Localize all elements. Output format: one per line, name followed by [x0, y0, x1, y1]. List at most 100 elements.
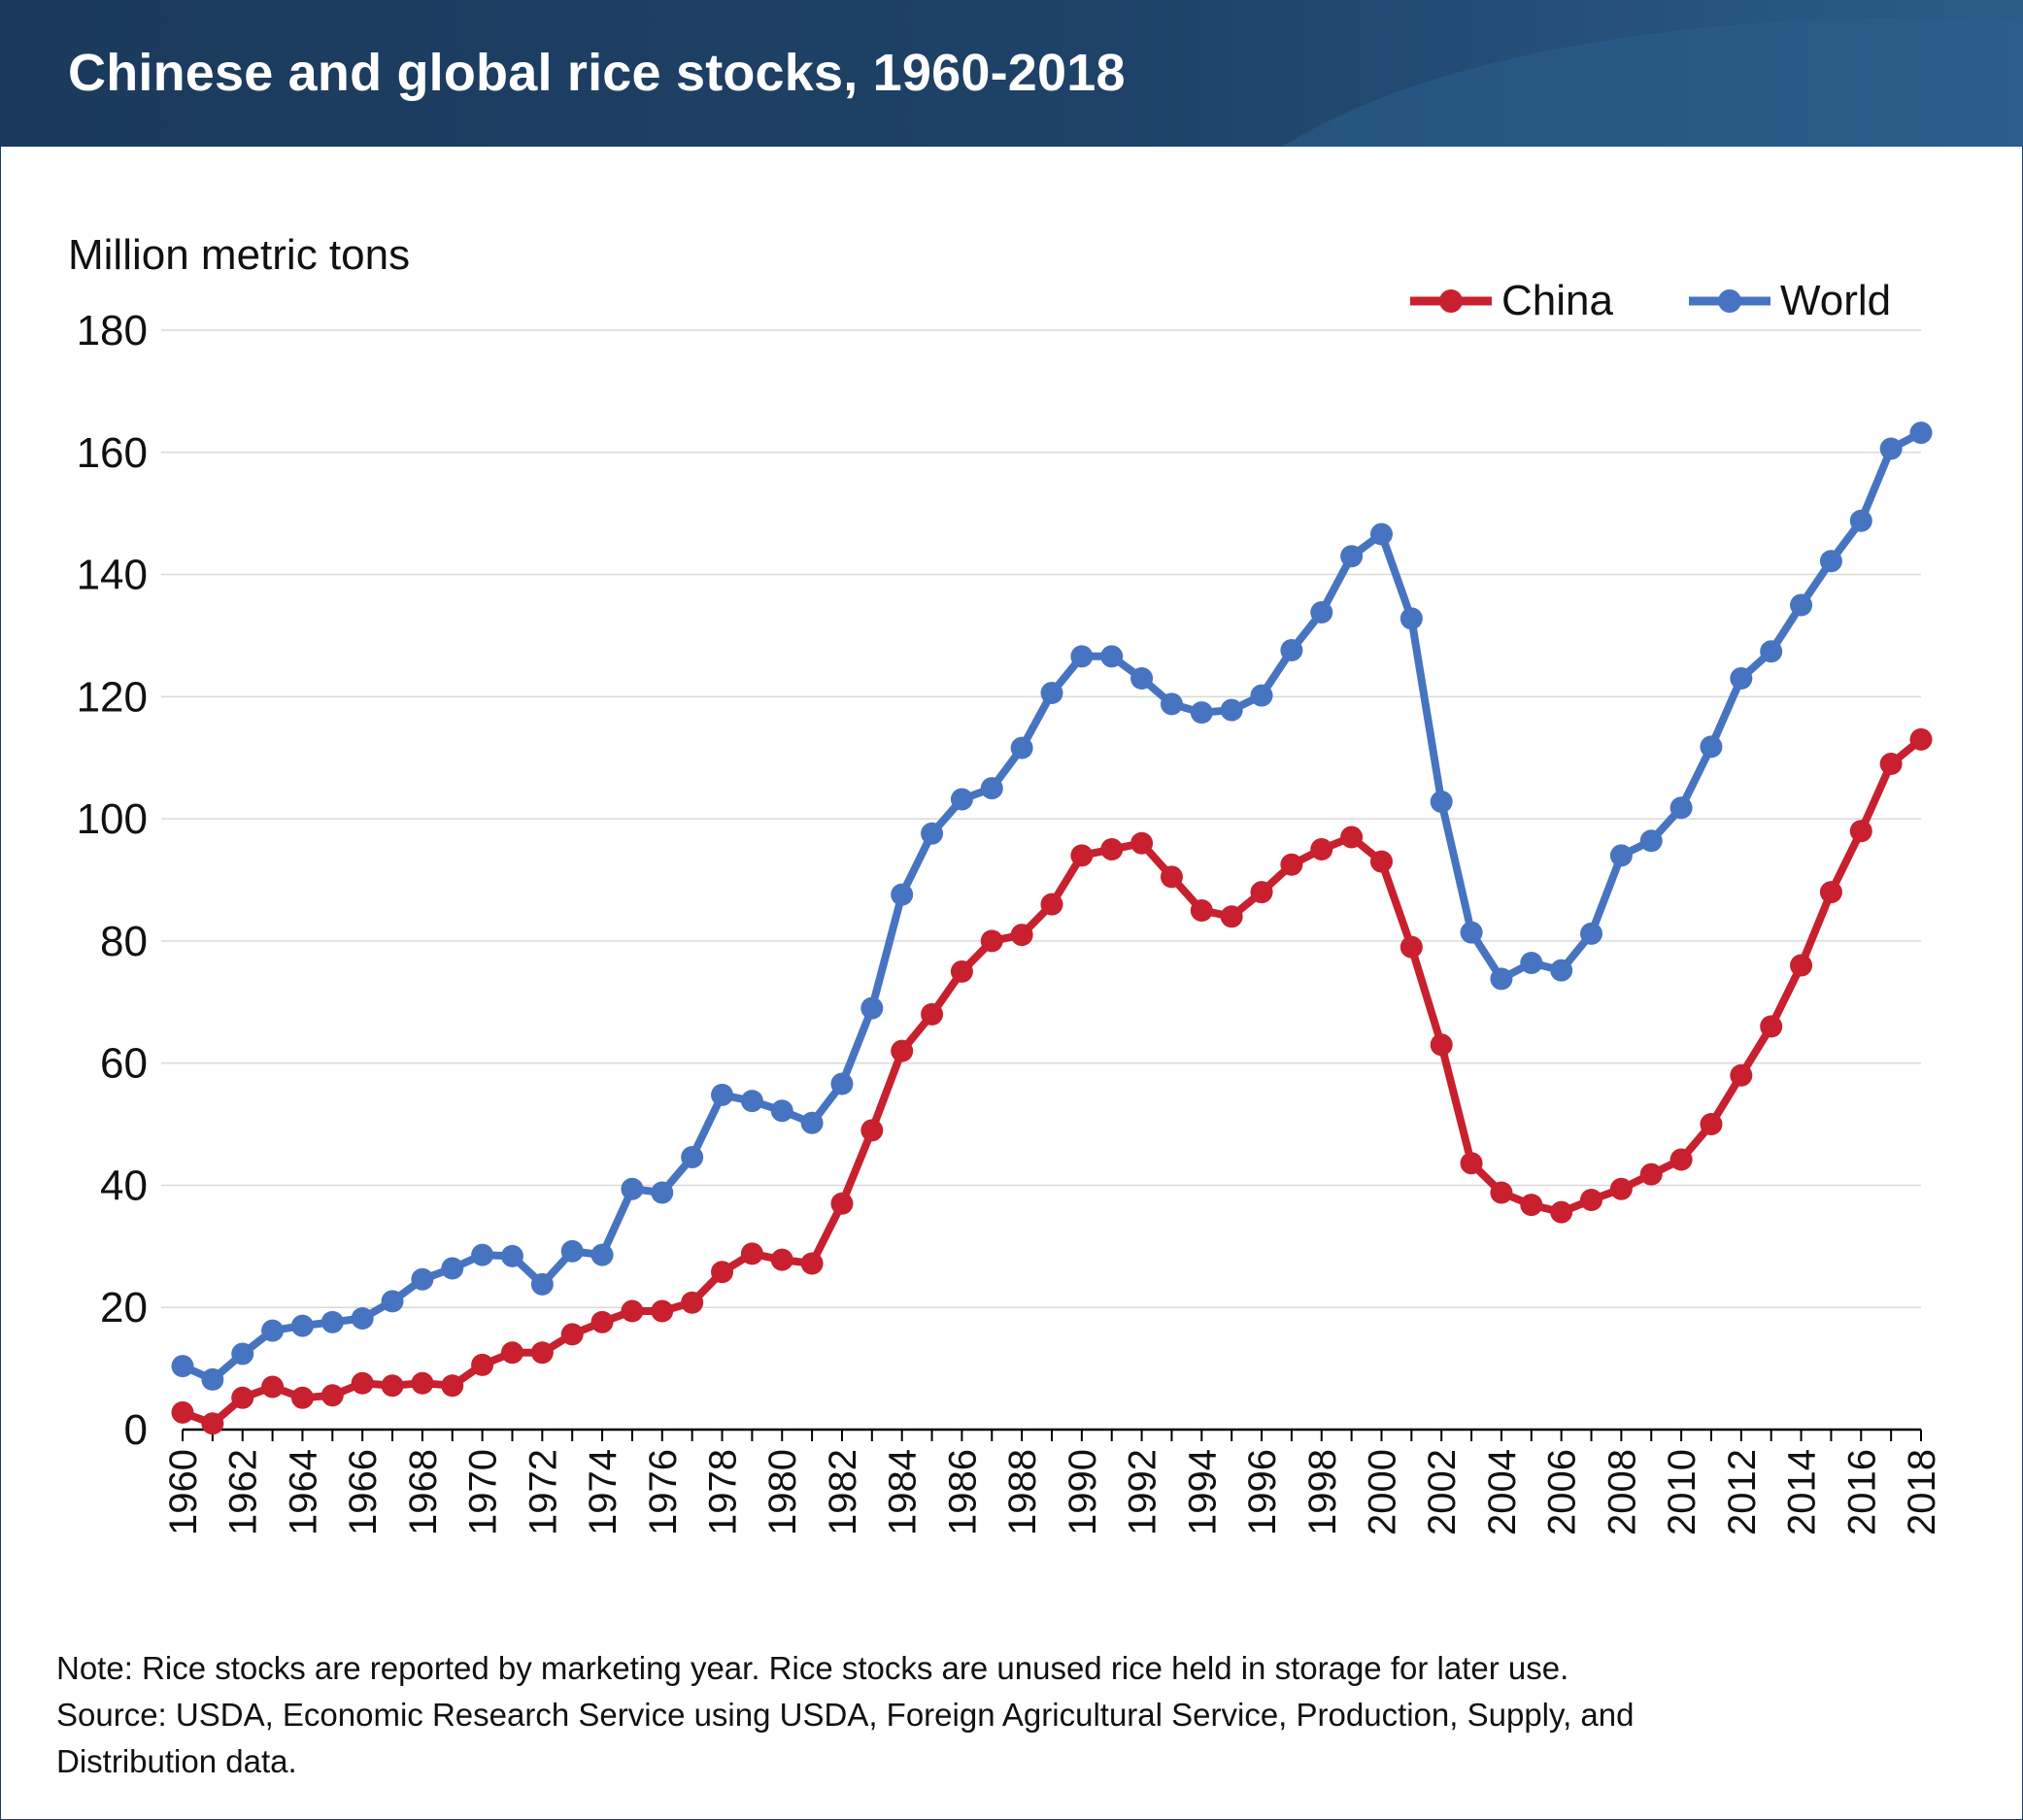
world-data-point	[500, 1244, 523, 1267]
china-data-point	[830, 1192, 854, 1215]
world-data-point	[1310, 601, 1333, 624]
chart-notes: Note: Rice stocks are reported by market…	[56, 1645, 1634, 1785]
x-tick-label: 1998	[1301, 1449, 1344, 1535]
x-tick-label: 2008	[1601, 1449, 1643, 1535]
china-data-point	[950, 960, 973, 983]
world-data-point	[1399, 607, 1423, 630]
china-data-point	[1010, 924, 1033, 947]
world-data-point	[1790, 593, 1813, 617]
y-tick-label: 100	[77, 795, 148, 843]
china-data-point	[1760, 1015, 1783, 1038]
world-data-point	[171, 1355, 194, 1378]
x-tick-label: 1962	[222, 1449, 265, 1535]
x-tick-label: 1978	[702, 1449, 745, 1535]
legend-label-china: China	[1501, 277, 1613, 324]
x-tick-label: 1980	[761, 1449, 804, 1535]
china-data-point	[711, 1261, 734, 1284]
y-tick-label: 20	[100, 1284, 148, 1331]
world-data-point	[711, 1083, 734, 1106]
world-data-point	[681, 1146, 704, 1169]
china-data-point	[320, 1384, 344, 1407]
y-tick-label: 80	[100, 918, 148, 965]
world-data-point	[441, 1257, 464, 1280]
china-data-point	[1040, 893, 1063, 916]
world-data-point	[1460, 921, 1483, 944]
china-data-point	[1639, 1163, 1663, 1186]
x-tick-label: 1990	[1062, 1449, 1104, 1535]
china-data-point	[231, 1386, 254, 1409]
china-data-point	[1130, 831, 1154, 855]
world-data-point	[351, 1307, 374, 1331]
china-data-point	[1520, 1194, 1543, 1217]
china-data-point	[921, 1002, 944, 1026]
x-tick-label: 1996	[1241, 1449, 1284, 1535]
china-data-point	[1070, 844, 1094, 867]
china-data-point	[1700, 1113, 1723, 1136]
china-data-point	[201, 1412, 224, 1435]
world-data-point	[770, 1099, 793, 1123]
china-data-point	[530, 1341, 554, 1365]
world-data-point	[1160, 692, 1183, 716]
x-tick-label: 2006	[1541, 1449, 1584, 1535]
x-tick-label: 1964	[282, 1449, 324, 1535]
x-tick-label: 1984	[882, 1449, 925, 1535]
world-data-point	[1760, 640, 1783, 663]
china-data-point	[1730, 1063, 1753, 1087]
world-data-point	[980, 777, 1003, 800]
china-data-point	[471, 1353, 494, 1376]
world-data-point	[1730, 666, 1753, 690]
world-data-point	[860, 996, 884, 1020]
world-data-point	[1250, 684, 1273, 707]
china-data-point	[560, 1323, 584, 1346]
world-data-point	[740, 1090, 763, 1113]
world-data-point	[411, 1267, 434, 1291]
china-data-point	[891, 1039, 914, 1062]
china-data-point	[1250, 881, 1273, 904]
china-data-point	[1669, 1148, 1693, 1171]
china-data-point	[1819, 881, 1842, 904]
legend-item-china: China	[1406, 274, 1613, 328]
world-data-point	[1280, 639, 1303, 662]
world-data-point	[1490, 967, 1513, 991]
y-tick-label: 40	[100, 1162, 148, 1209]
china-data-point	[1460, 1152, 1483, 1175]
china-data-point	[351, 1371, 374, 1395]
x-tick-label: 1960	[162, 1449, 205, 1535]
china-data-point	[1430, 1033, 1453, 1057]
china-data-point	[1550, 1200, 1573, 1224]
china-data-point	[590, 1310, 614, 1333]
china-data-point	[1340, 826, 1364, 849]
x-tick-label: 1966	[342, 1449, 385, 1535]
x-tick-label: 1992	[1122, 1449, 1164, 1535]
world-data-point	[1340, 545, 1364, 568]
world-data-point	[921, 822, 944, 845]
china-data-point	[1310, 838, 1333, 861]
china-data-point	[860, 1119, 884, 1142]
china-data-point	[381, 1374, 404, 1398]
world-data-point	[1369, 522, 1393, 546]
china-data-point	[681, 1291, 704, 1314]
world-data-point	[1130, 666, 1154, 690]
china-data-point	[770, 1248, 793, 1271]
china-data-point	[1280, 853, 1303, 876]
world-data-point	[1040, 682, 1063, 705]
world-data-point	[290, 1314, 314, 1337]
china-data-point	[290, 1386, 314, 1409]
world-data-point	[1520, 952, 1543, 975]
x-tick-label: 2014	[1781, 1449, 1824, 1535]
china-data-point	[1580, 1189, 1603, 1212]
china-data-point	[261, 1375, 285, 1399]
title-banner: Chinese and global rice stocks, 1960-201…	[0, 0, 2023, 147]
note-text: Note: Rice stocks are reported by market…	[56, 1650, 1569, 1686]
x-tick-label: 1988	[1001, 1449, 1044, 1535]
x-tick-label: 1968	[402, 1449, 445, 1535]
x-tick-label: 1976	[642, 1449, 685, 1535]
y-tick-label: 0	[124, 1406, 148, 1454]
x-tick-label: 1970	[462, 1449, 505, 1535]
world-data-point	[830, 1072, 854, 1095]
world-data-point	[231, 1342, 254, 1365]
source-text: Source: USDA, Economic Research Service …	[56, 1697, 1635, 1733]
world-data-point	[1100, 645, 1124, 668]
y-tick-label: 180	[77, 307, 148, 354]
world-data-point	[1550, 959, 1573, 982]
